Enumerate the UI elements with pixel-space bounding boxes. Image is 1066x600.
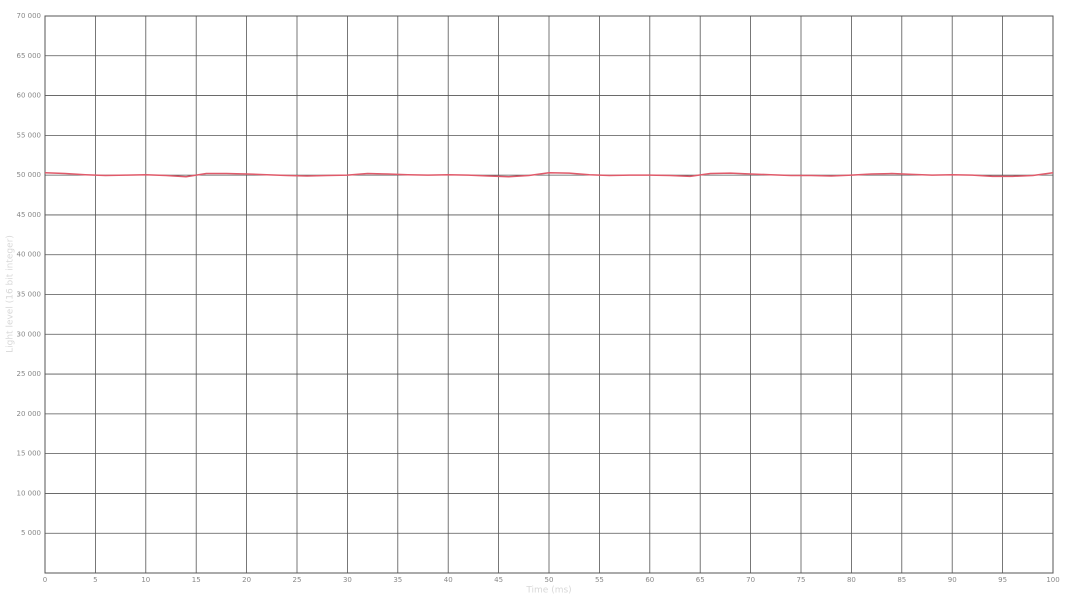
x-tick-label: 80 xyxy=(847,576,856,584)
y-tick-label: 35 000 xyxy=(17,291,42,299)
y-tick-label: 15 000 xyxy=(17,450,42,458)
x-tick-label: 20 xyxy=(242,576,251,584)
y-tick-label: 40 000 xyxy=(17,251,42,259)
y-tick-label: 45 000 xyxy=(17,211,42,219)
x-tick-label: 5 xyxy=(93,576,97,584)
x-tick-label: 70 xyxy=(746,576,755,584)
x-tick-label: 65 xyxy=(696,576,705,584)
y-tick-label: 65 000 xyxy=(17,52,42,60)
x-tick-label: 15 xyxy=(192,576,201,584)
y-tick-label: 60 000 xyxy=(17,92,42,100)
x-tick-label: 45 xyxy=(494,576,503,584)
x-tick-label: 10 xyxy=(141,576,150,584)
x-tick-label: 90 xyxy=(948,576,957,584)
y-axis-title: Light level (16 bit integer) xyxy=(6,235,16,353)
x-tick-label: 25 xyxy=(293,576,302,584)
x-tick-label: 75 xyxy=(797,576,806,584)
x-tick-label: 0 xyxy=(43,576,47,584)
y-tick-label: 25 000 xyxy=(17,370,42,378)
x-tick-label: 35 xyxy=(393,576,402,584)
x-tick-label: 50 xyxy=(545,576,554,584)
x-tick-label: 100 xyxy=(1046,576,1059,584)
y-tick-label: 20 000 xyxy=(17,410,42,418)
y-tick-label: 5 000 xyxy=(21,529,41,537)
x-tick-label: 55 xyxy=(595,576,604,584)
x-tick-label: 60 xyxy=(645,576,654,584)
x-tick-label: 40 xyxy=(444,576,453,584)
y-tick-label: 70 000 xyxy=(17,12,42,20)
x-tick-label: 85 xyxy=(897,576,906,584)
y-tick-label: 30 000 xyxy=(17,330,42,338)
y-tick-label: 55 000 xyxy=(17,131,42,139)
data-line xyxy=(44,172,1054,178)
y-tick-label: 50 000 xyxy=(17,171,42,179)
x-tick-label: 95 xyxy=(998,576,1007,584)
y-tick-label: 10 000 xyxy=(17,489,42,497)
x-tick-label: 30 xyxy=(343,576,352,584)
x-axis-title: Time (ms) xyxy=(525,586,571,596)
